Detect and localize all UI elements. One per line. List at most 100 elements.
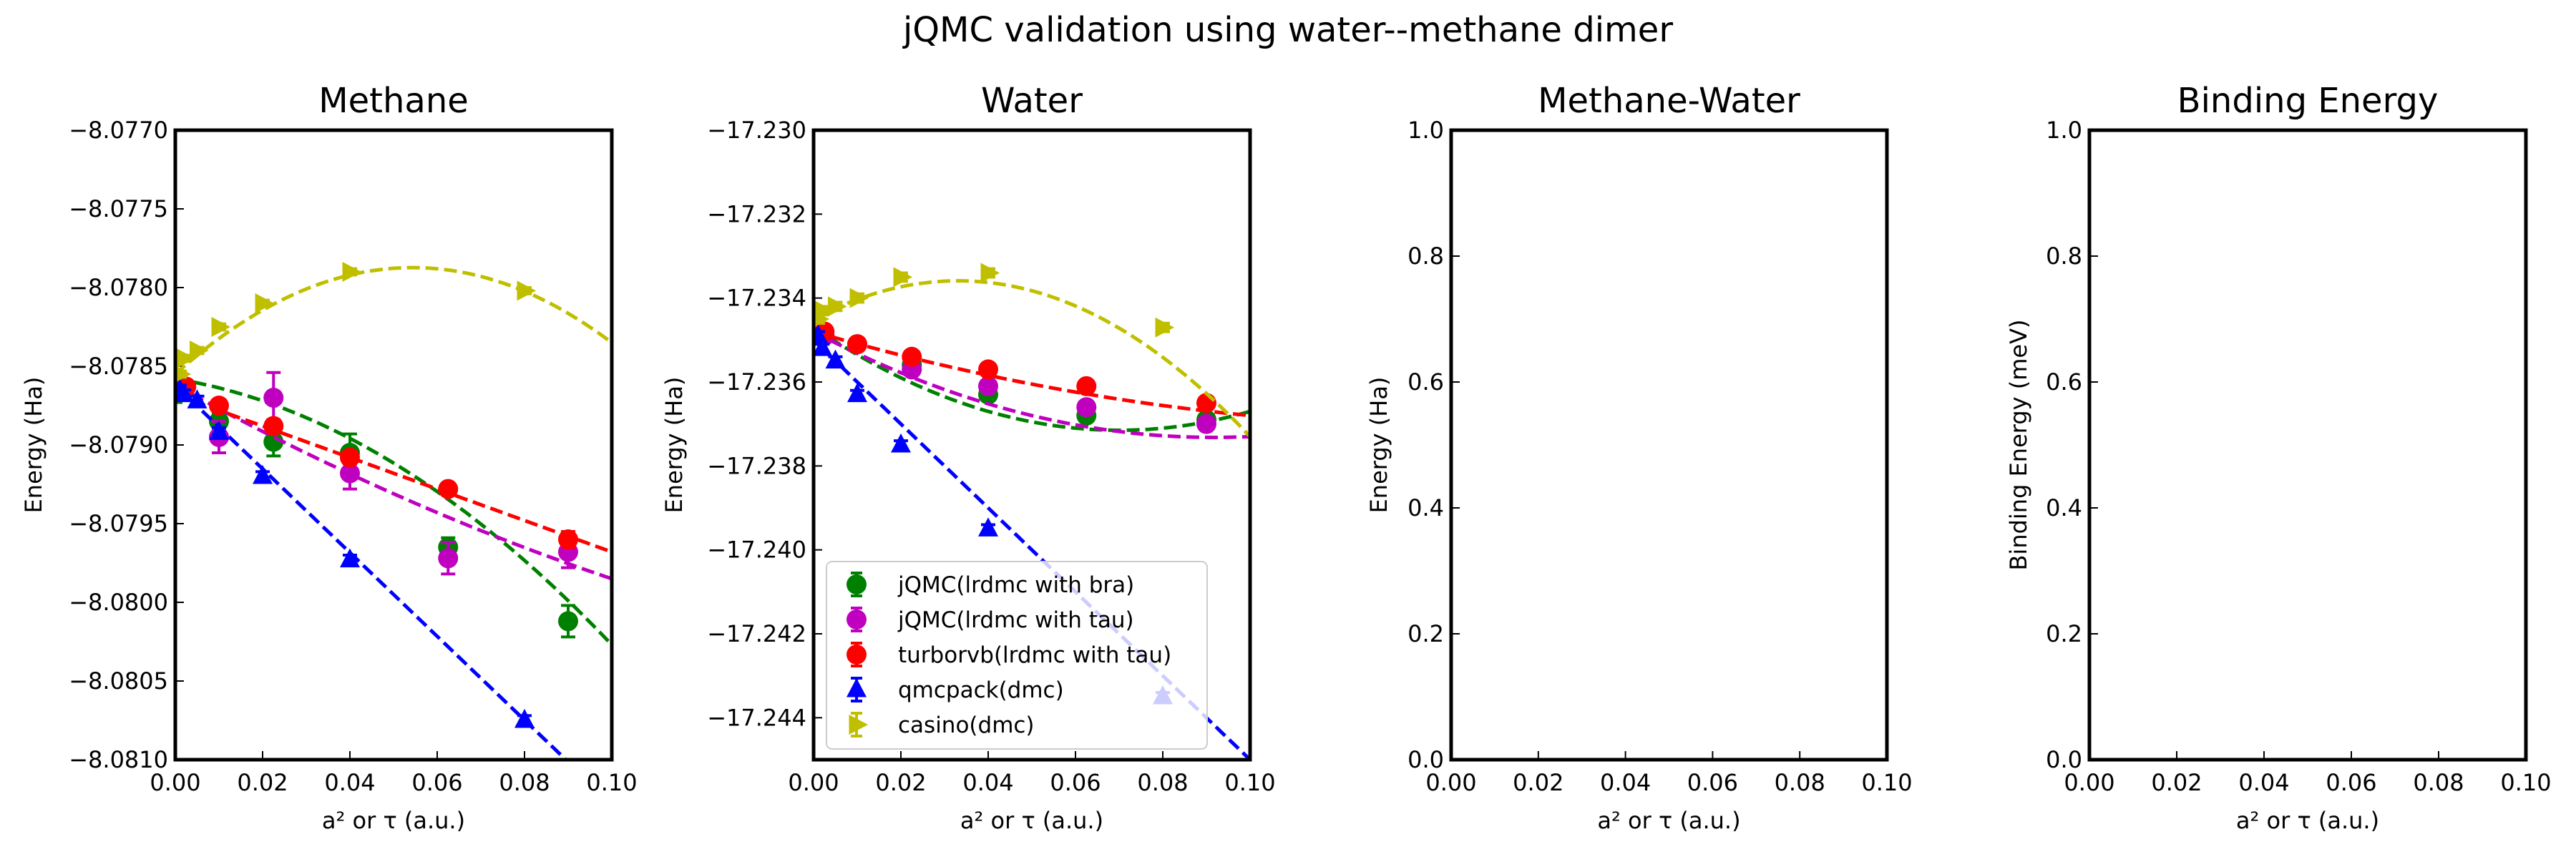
data-point [980,263,1000,283]
x-tick-label: 0.04 [2238,769,2289,796]
data-point [978,517,998,537]
y-tick-label: −8.0780 [69,274,168,301]
data-point [847,383,867,403]
data-point [517,280,537,301]
fit-line [175,383,612,581]
legend-entry: qmcpack(dmc) [847,677,1064,703]
y-tick-label: 0.0 [2046,746,2082,773]
y-tick-label: −8.0790 [69,431,168,459]
fit-line [175,393,612,554]
x-tick-label: 0.08 [499,769,550,796]
x-tick-label: 0.00 [150,769,200,796]
panel-title: Methane [318,81,469,121]
data-point [1076,397,1097,418]
x-tick-label: 0.10 [586,769,637,796]
fit-line [175,377,612,647]
panel-binding-energy: Binding Energy 0.00 0.02 0.04 0.06 0.08 0.10 0.… [2005,81,2552,834]
y-tick-label: −17.236 [707,368,806,396]
data-point [847,334,867,355]
y-tick-label: 1.0 [1407,117,1444,144]
data-point [814,300,834,321]
data-point [255,293,275,313]
data-point [1155,317,1175,338]
data-point [263,431,284,452]
legend-label: turborvb(lrdmc with tau) [898,642,1171,668]
legend-box [826,561,1208,750]
x-tick-label: 0.00 [788,769,839,796]
data-point [176,348,196,368]
data-point [340,463,360,484]
data-point [825,349,846,369]
data-point [438,479,459,499]
data-point [849,288,869,308]
data-point [340,447,360,468]
series-jqmc-lrdmc-with-tau [814,325,1250,440]
plot-frame [1449,128,1889,762]
legend-entry: casino(dmc) [849,712,1035,738]
y-axis-label: Energy (Ha) [20,377,47,514]
fit-line [814,278,1250,439]
data-point [263,388,284,408]
data-point [190,341,209,361]
y-tick-label: −8.0810 [69,746,168,773]
data-point [978,359,998,380]
x-tick-label: 0.04 [324,769,375,796]
y-tick-label: 0.8 [2046,243,2082,270]
fit-line [175,383,569,760]
data-point [438,548,459,569]
figure-suptitle: jQMC validation using water--methane dim… [902,10,1673,50]
x-tick-label: 0.02 [875,769,926,796]
legend-marker [847,609,867,630]
y-tick-label: 0.8 [1407,243,1444,270]
x-tick-label: 0.08 [1137,769,1188,796]
y-tick-label: −17.234 [707,285,806,312]
legend-label: qmcpack(dmc) [898,677,1064,703]
y-tick-label: 0.2 [2046,620,2082,647]
data-point [978,376,998,396]
panel-water: Water 0.00 0.02 0.04 0.06 0.08 0.10 −17.230 −17.… [660,81,1276,834]
y-tick-label: 0.4 [2046,494,2082,521]
x-tick-label: 0.02 [237,769,288,796]
data-point [1076,376,1097,396]
y-tick-label: 0.4 [1407,494,1444,521]
data-point [828,296,847,317]
x-tick-label: 0.06 [411,769,462,796]
legend-entry: jQMC(lrdmc with tau) [847,607,1134,633]
plot-frame [2087,128,2528,762]
data-point [902,346,922,367]
y-tick-label: −8.0800 [69,589,168,616]
data-point [253,464,273,484]
y-tick-label: 0.0 [1407,746,1444,773]
legend-label: jQMC(lrdmc with tau) [897,607,1134,633]
y-axis-label: Energy (Ha) [1365,377,1392,514]
series-jqmc-lrdmc-with-tau [175,371,612,581]
y-tick-label: −17.244 [707,704,806,731]
y-axis-label: Binding Energy (meV) [2005,319,2032,570]
y-tick-label: 0.6 [1407,368,1444,396]
y-tick-label: 0.2 [1407,620,1444,647]
panel-title: Water [981,81,1083,121]
legend-label: jQMC(lrdmc with bra) [897,572,1134,598]
panel-methane-water: Methane-Water 0.00 0.02 0.04 0.06 0.08 0.10 0.0… [1365,81,1913,834]
y-tick-label: −17.230 [707,117,806,144]
y-tick-label: −8.0785 [69,353,168,380]
x-tick-label: 0.02 [1513,769,1563,796]
data-point [558,529,578,549]
legend-entry: jQMC(lrdmc with bra) [847,572,1134,598]
legend-marker [847,677,867,697]
fit-line [814,325,1250,433]
legend-marker [847,574,867,594]
data-point [1196,393,1216,413]
x-tick-label: 0.02 [2151,769,2202,796]
data-point [340,548,360,568]
series-casino-dmc [814,263,1250,439]
series-qmcpack-dmc [175,378,569,760]
y-axis-label: Energy (Ha) [660,377,688,514]
data-point [1196,413,1216,434]
data-point [211,317,231,337]
y-tick-label: −8.0775 [69,195,168,222]
y-tick-label: −17.232 [707,200,806,227]
y-tick-label: 1.0 [2046,117,2082,144]
data-point [814,336,833,356]
